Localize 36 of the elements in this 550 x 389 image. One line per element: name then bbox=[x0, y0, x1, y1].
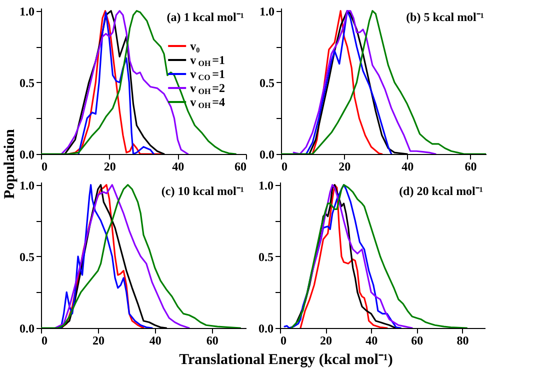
x-tick-label: 60 bbox=[464, 160, 477, 174]
x-tick-label: 60 bbox=[411, 334, 424, 348]
x-tick-label: 20 bbox=[338, 160, 351, 174]
x-tick-label: 0 bbox=[280, 334, 286, 348]
chart-title: (c) 10 kcal mol⁻¹ bbox=[161, 184, 244, 198]
x-tick-label: 40 bbox=[402, 160, 414, 174]
x-tick-label: 40 bbox=[366, 334, 378, 348]
y-tick-label: 0.0 bbox=[260, 148, 274, 162]
x-tick-label: 0 bbox=[42, 160, 48, 174]
x-tick-label: 80 bbox=[456, 334, 469, 348]
y-tick-label: 0.5 bbox=[20, 76, 34, 90]
y-tick-label: 0.5 bbox=[258, 250, 274, 264]
x-tick-label: 0 bbox=[42, 334, 48, 348]
y-tick-label: 0.0 bbox=[20, 148, 34, 162]
y-tick-label: 1.0 bbox=[260, 4, 274, 18]
chart-title: (b) 5 kcal mol⁻¹ bbox=[406, 10, 484, 24]
y-axis-title: Population bbox=[2, 128, 18, 200]
y-tick-label: 1.0 bbox=[20, 4, 34, 18]
y-tick-label: 1.0 bbox=[20, 178, 34, 192]
chart-title: (a) 1 kcal mol⁻¹ bbox=[166, 10, 244, 24]
x-tick-label: 60 bbox=[234, 160, 246, 174]
y-tick-label: 0.0 bbox=[258, 322, 274, 336]
x-tick-label: 40 bbox=[149, 334, 162, 348]
x-tick-label: 40 bbox=[172, 160, 184, 174]
x-tick-label: 60 bbox=[206, 334, 218, 348]
legend-label: v₀ bbox=[190, 39, 200, 53]
y-tick-label: 0.5 bbox=[260, 76, 274, 90]
x-tick-label: 20 bbox=[92, 334, 104, 348]
y-tick-label: 1.0 bbox=[258, 178, 274, 192]
chart-title: (d) 20 kcal mol⁻¹ bbox=[399, 184, 484, 198]
x-tick-label: 20 bbox=[104, 160, 116, 174]
y-tick-label: 0.5 bbox=[20, 250, 34, 264]
x-tick-label: 0 bbox=[282, 160, 288, 174]
x-axis-title: Translational Energy (kcal mol⁻¹) bbox=[179, 352, 393, 368]
y-tick-label: 0.0 bbox=[20, 322, 34, 336]
x-tick-label: 20 bbox=[320, 334, 332, 348]
